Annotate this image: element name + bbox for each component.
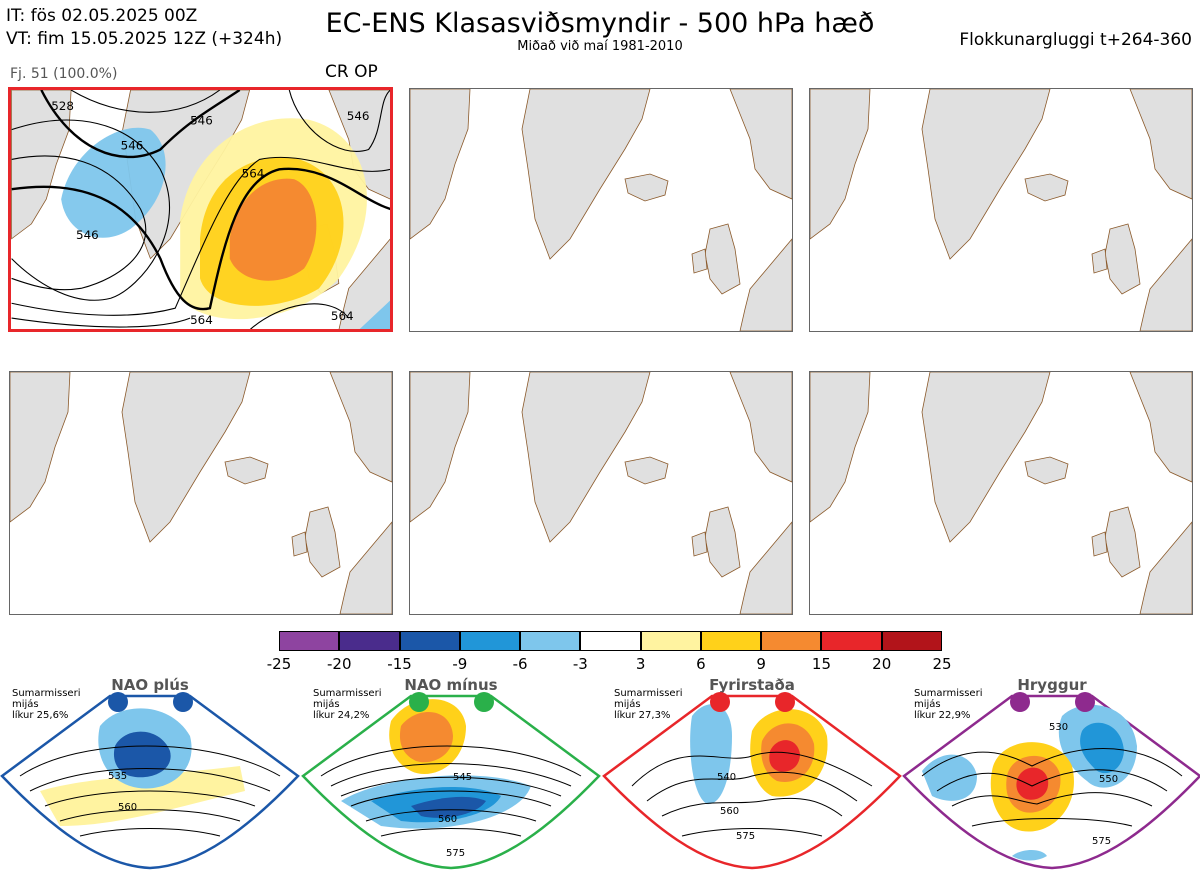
regime-info: Sumarmisseri mijás líkur 25,6% xyxy=(12,688,80,721)
regime-ridge: Hryggur Sumarmisseri mijás líkur 22,9% 5… xyxy=(902,676,1200,871)
colorbar-swatch xyxy=(580,631,641,651)
contour-label: 564 xyxy=(190,313,213,327)
colorbar-tick: 20 xyxy=(872,655,892,673)
regime-name: NAO plús xyxy=(111,676,189,694)
contour-label: 535 xyxy=(108,771,128,782)
colorbar xyxy=(279,631,942,651)
contour-label: 546 xyxy=(190,114,213,128)
initial-time: IT: fös 02.05.2025 00Z xyxy=(6,6,198,26)
contour-label: 550 xyxy=(1099,774,1119,785)
colorbar-tick: -15 xyxy=(387,655,412,673)
regime-name: Fyrirstaða xyxy=(709,676,795,694)
colorbar-swatch xyxy=(520,631,581,651)
colorbar-swatch xyxy=(640,631,701,651)
colorbar-swatch xyxy=(459,631,521,651)
regime-blocking: Fyrirstaða Sumarmisseri mijás líkur 27,3… xyxy=(602,676,902,871)
page-title: EC-ENS Klasasviðsmyndir - 500 hPa hæð xyxy=(325,8,875,39)
regime-dot xyxy=(775,692,795,712)
regime-region: mijás xyxy=(12,699,39,710)
colorbar-tick: -9 xyxy=(452,655,468,673)
page-subtitle: Miðað við maí 1981-2010 xyxy=(517,39,683,54)
colorbar-tick: -6 xyxy=(512,655,528,673)
cluster-window: Flokkunargluggi t+264-360 xyxy=(959,30,1192,50)
regime-season: Sumarmisseri xyxy=(313,688,382,699)
regime-season: Sumarmisseri xyxy=(614,688,683,699)
contour-label: 560 xyxy=(720,806,740,817)
contour-label: 546 xyxy=(347,109,370,123)
contour-label: 575 xyxy=(446,848,466,859)
colorbar-swatch xyxy=(700,631,762,651)
cluster-map-4 xyxy=(9,371,393,615)
cluster-map-2 xyxy=(409,88,793,332)
cluster-map-3 xyxy=(809,88,1193,332)
colorbar-swatch xyxy=(881,631,942,651)
regime-nao-minus: NAO mínus Sumarmisseri mijás líkur 24,2%… xyxy=(301,676,601,871)
contour-label: 540 xyxy=(717,772,737,783)
regime-name: Hryggur xyxy=(1017,676,1087,694)
regime-name: NAO mínus xyxy=(404,676,498,694)
cluster-map-1: 546 546 546 564 564 564 528 546 xyxy=(8,87,393,332)
contour-label: 560 xyxy=(118,802,138,813)
contour-label: 546 xyxy=(121,139,144,153)
colorbar-swatch xyxy=(821,631,882,651)
colorbar-tick: -25 xyxy=(266,655,292,673)
regime-info: Sumarmisseri mijás líkur 22,9% xyxy=(914,688,982,721)
regime-probability: líkur 24,2% xyxy=(313,710,370,721)
contour-label: 530 xyxy=(1049,722,1069,733)
colorbar-tick: 15 xyxy=(811,655,831,673)
colorbar-tick: 6 xyxy=(696,655,706,673)
valid-time: VT: fim 15.05.2025 12Z (+324h) xyxy=(6,29,283,49)
regime-region: mijás xyxy=(614,699,641,710)
regime-info: Sumarmisseri mijás líkur 24,2% xyxy=(313,688,381,721)
contour-label: 575 xyxy=(736,831,756,842)
regime-dot xyxy=(108,692,128,712)
regime-dot xyxy=(474,692,494,712)
colorbar-swatch xyxy=(279,631,340,651)
regime-info: Sumarmisseri mijás líkur 27,3% xyxy=(614,688,682,721)
contour-label: 575 xyxy=(1092,836,1112,847)
regime-region: mijás xyxy=(313,699,340,710)
regime-season: Sumarmisseri xyxy=(914,688,983,699)
regime-region: mijás xyxy=(914,699,941,710)
colorbar-swatch xyxy=(399,631,460,651)
regime-probability: líkur 25,6% xyxy=(12,710,69,721)
regime-dot xyxy=(1075,692,1095,712)
regime-dot xyxy=(409,692,429,712)
cluster-map-6 xyxy=(809,371,1193,615)
colorbar-tick: -3 xyxy=(572,655,588,673)
contour-label: 564 xyxy=(331,309,354,323)
contour-label: 545 xyxy=(453,772,473,783)
panel-tag: CR OP xyxy=(325,62,378,82)
regime-season: Sumarmisseri xyxy=(12,688,81,699)
contour-label: 546 xyxy=(76,228,99,242)
colorbar-swatch xyxy=(761,631,822,651)
regime-dot xyxy=(710,692,730,712)
colorbar-tick: 9 xyxy=(756,655,766,673)
colorbar-tick: -20 xyxy=(327,655,352,673)
regime-nao-plus: NAO plús Sumarmisseri mijás líkur 25,6% … xyxy=(0,676,300,871)
regime-dot xyxy=(1010,692,1030,712)
regime-probability: líkur 22,9% xyxy=(914,710,971,721)
regime-dot xyxy=(173,692,193,712)
regime-probability: líkur 27,3% xyxy=(614,710,671,721)
contour-label: 528 xyxy=(51,99,74,113)
colorbar-swatch xyxy=(339,631,400,651)
member-label: Fj. 51 (100.0%) xyxy=(10,66,118,82)
cluster-map-5 xyxy=(409,371,793,615)
contour-label: 564 xyxy=(242,166,265,180)
contour-label: 560 xyxy=(438,814,458,825)
colorbar-tick: 3 xyxy=(635,655,646,673)
colorbar-tick: 25 xyxy=(932,655,952,673)
